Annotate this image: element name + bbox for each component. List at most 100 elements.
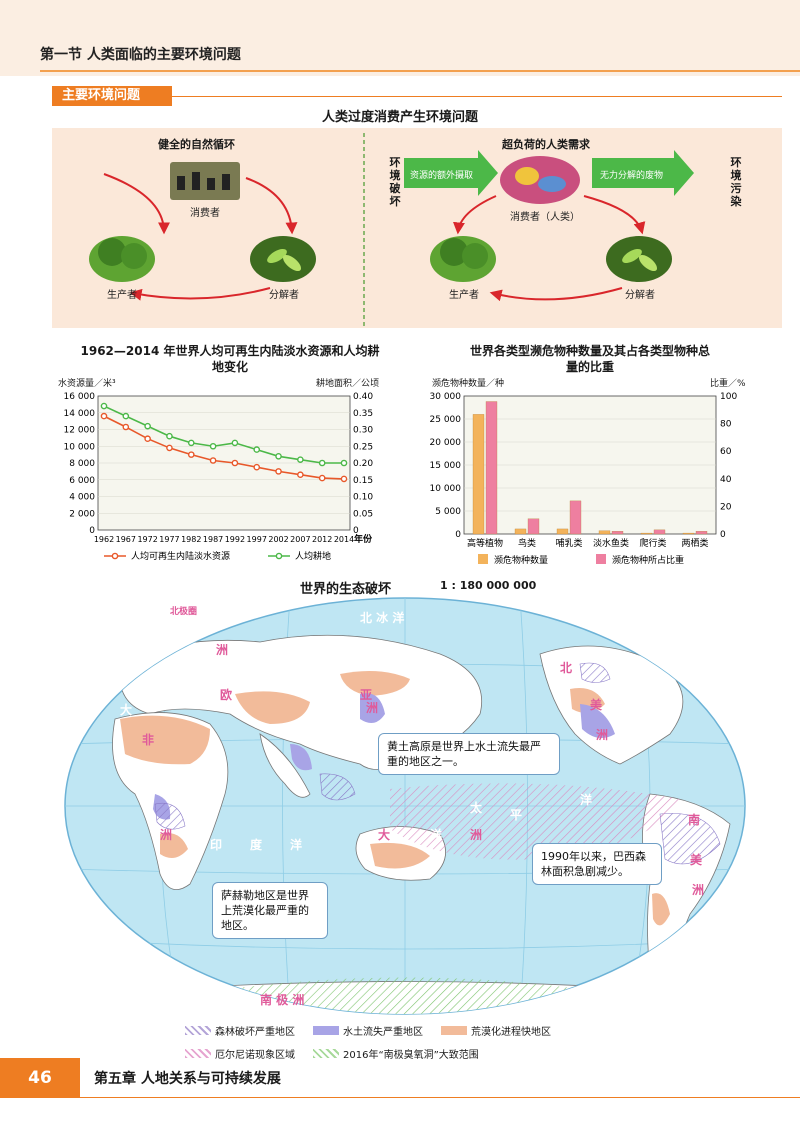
pacific-label-c: 洋 xyxy=(580,792,592,807)
line-point xyxy=(231,459,239,467)
deforestation-areas xyxy=(154,662,721,865)
line-y2tick-label: 0.40 xyxy=(353,392,373,402)
line-xtick-label: 2014 xyxy=(334,535,354,544)
decomposer-label: 分解者 xyxy=(269,290,299,301)
africa-label-a: 非 xyxy=(142,732,154,747)
line-point xyxy=(253,463,261,471)
line-ytick-label: 6 000 xyxy=(69,476,95,486)
na-label-a: 北 xyxy=(560,660,572,675)
arrow-producer-to-human xyxy=(452,195,497,235)
line-point xyxy=(297,456,304,463)
green-arrow-in xyxy=(404,150,498,196)
line-xtick-label: 1987 xyxy=(203,535,223,544)
line-chart-ylabel: 水资源量／米³ xyxy=(58,379,116,389)
line-point xyxy=(144,435,151,443)
line-point xyxy=(318,459,326,467)
arctic-circle-label: 北极圈 xyxy=(170,605,197,617)
line-point xyxy=(122,412,130,420)
bar-category-label: 爬行类 xyxy=(639,537,666,549)
line-point xyxy=(209,442,217,450)
line-xlabel: 年份 xyxy=(354,533,373,545)
decomposer-label-2: 分解者 xyxy=(625,290,655,301)
map-title: 世界的生态破坏 xyxy=(300,582,392,597)
bar-legend-swatch xyxy=(478,554,488,564)
line-point xyxy=(100,402,108,410)
producer-label-2: 生产者 xyxy=(449,290,479,301)
india-landmass xyxy=(259,733,311,798)
africa-label-b: 洲 xyxy=(160,828,172,842)
north-america-landmass xyxy=(539,645,684,765)
bar-0-5 xyxy=(682,532,695,535)
soil-erosion-areas xyxy=(153,693,615,820)
bar-1-1 xyxy=(527,518,540,535)
line-chart: 0 2 000 4 000 6 000 8 000 10 000 12 000 14 000 1… xyxy=(64,392,374,562)
asia-label-b: 洲 xyxy=(366,701,378,715)
legend-item-soil-erosion: 水土流失严重地区 xyxy=(313,1020,423,1039)
line-ytick-label: 16 000 xyxy=(64,392,96,402)
line-ytick-label: 0 xyxy=(89,526,95,536)
line-point xyxy=(297,471,304,479)
legend-item-el-nino: 厄尔尼诺现象区域 xyxy=(185,1043,295,1062)
diagram-title: 人类过度消费产生环境问题 xyxy=(321,110,478,125)
line-xtick-label: 1972 xyxy=(137,535,157,544)
line-y2tick-label: 0.10 xyxy=(353,493,373,503)
indian-ocean-label-b: 度 xyxy=(250,837,263,852)
line-legend-marker xyxy=(275,552,283,560)
line-xtick-label: 1982 xyxy=(181,535,201,544)
line-y2tick-label: 0.35 xyxy=(353,409,373,419)
line-y2tick-label: 0.15 xyxy=(353,476,373,486)
legend-item-desertification: 荒漠化进程快地区 xyxy=(441,1020,551,1039)
line-ytick-label: 4 000 xyxy=(69,493,95,503)
arrow-out-label: 无力分解的废物 xyxy=(600,171,664,181)
line-point xyxy=(122,423,130,431)
desertification-areas xyxy=(120,670,670,926)
bar-chart-ylabel: 濒危物种数量／种 xyxy=(432,379,505,389)
line-point xyxy=(209,457,217,464)
section-tag: 主要环境问题 xyxy=(52,86,172,106)
section-title: 第一节 人类面临的主要环境问题 xyxy=(40,47,241,63)
bar-1-2 xyxy=(569,500,582,535)
asia-label-a: 亚 xyxy=(360,688,372,702)
bar-0-1 xyxy=(514,528,527,535)
bar-1-5 xyxy=(695,531,708,535)
bar-legend-label: 濒危物种所占比重 xyxy=(612,554,684,566)
arrow-human-to-decomposer xyxy=(583,195,646,235)
page-header: 第一节 人类面临的主要环境问题 xyxy=(0,0,800,76)
line-point xyxy=(275,468,282,475)
arrow-decomposer-to-producer xyxy=(129,287,271,301)
indian-ocean-label-a: 印 xyxy=(210,838,222,852)
line-y2tick-label: 0.30 xyxy=(353,426,373,436)
line-xtick-label: 1962 xyxy=(94,535,114,544)
line-ytick-label: 10 000 xyxy=(64,442,96,452)
left-heading: 健全的自然循环 xyxy=(158,138,235,151)
footer-rule xyxy=(80,1097,800,1098)
map-scale: 1 : 180 000 000 xyxy=(440,579,537,592)
env-pollution-label: 环境污染 xyxy=(730,156,742,208)
line-point xyxy=(231,439,239,447)
line-ytick-label: 8 000 xyxy=(69,459,95,469)
arrow-in-label: 资源的额外摄取 xyxy=(410,171,474,181)
zebra-image xyxy=(170,162,240,200)
oceania-label-a: 大 xyxy=(378,827,390,842)
human-consumer-label: 消费者（人类） xyxy=(510,212,580,223)
line-point xyxy=(144,422,151,430)
left-cycle xyxy=(89,162,316,301)
producer-label: 生产者 xyxy=(107,290,137,301)
line-point xyxy=(100,412,108,420)
bar-0-2 xyxy=(556,528,569,535)
line-series-1 xyxy=(103,405,344,464)
bar-0-0 xyxy=(472,414,485,535)
line-y2tick-label: 0.05 xyxy=(353,509,373,519)
header-rule xyxy=(40,70,800,72)
line-legend-label: 人均耕地 xyxy=(295,550,331,562)
bar-category-label: 鸟类 xyxy=(518,537,536,549)
bacteria-image-2 xyxy=(606,236,672,282)
line-y2tick-label: 0.25 xyxy=(353,442,373,452)
bar-ytick-label: 5 000 xyxy=(435,507,461,517)
bar-0-3 xyxy=(598,530,611,535)
right-cycle xyxy=(404,150,694,302)
line-xtick-label: 2012 xyxy=(312,535,332,544)
line-point xyxy=(166,432,173,440)
consumer-label: 消费者 xyxy=(190,208,220,219)
bacteria-image xyxy=(250,236,316,282)
